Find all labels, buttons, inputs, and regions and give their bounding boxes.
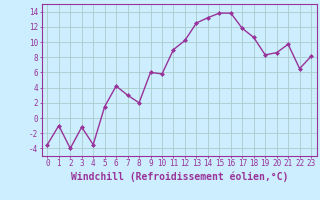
- X-axis label: Windchill (Refroidissement éolien,°C): Windchill (Refroidissement éolien,°C): [70, 171, 288, 182]
